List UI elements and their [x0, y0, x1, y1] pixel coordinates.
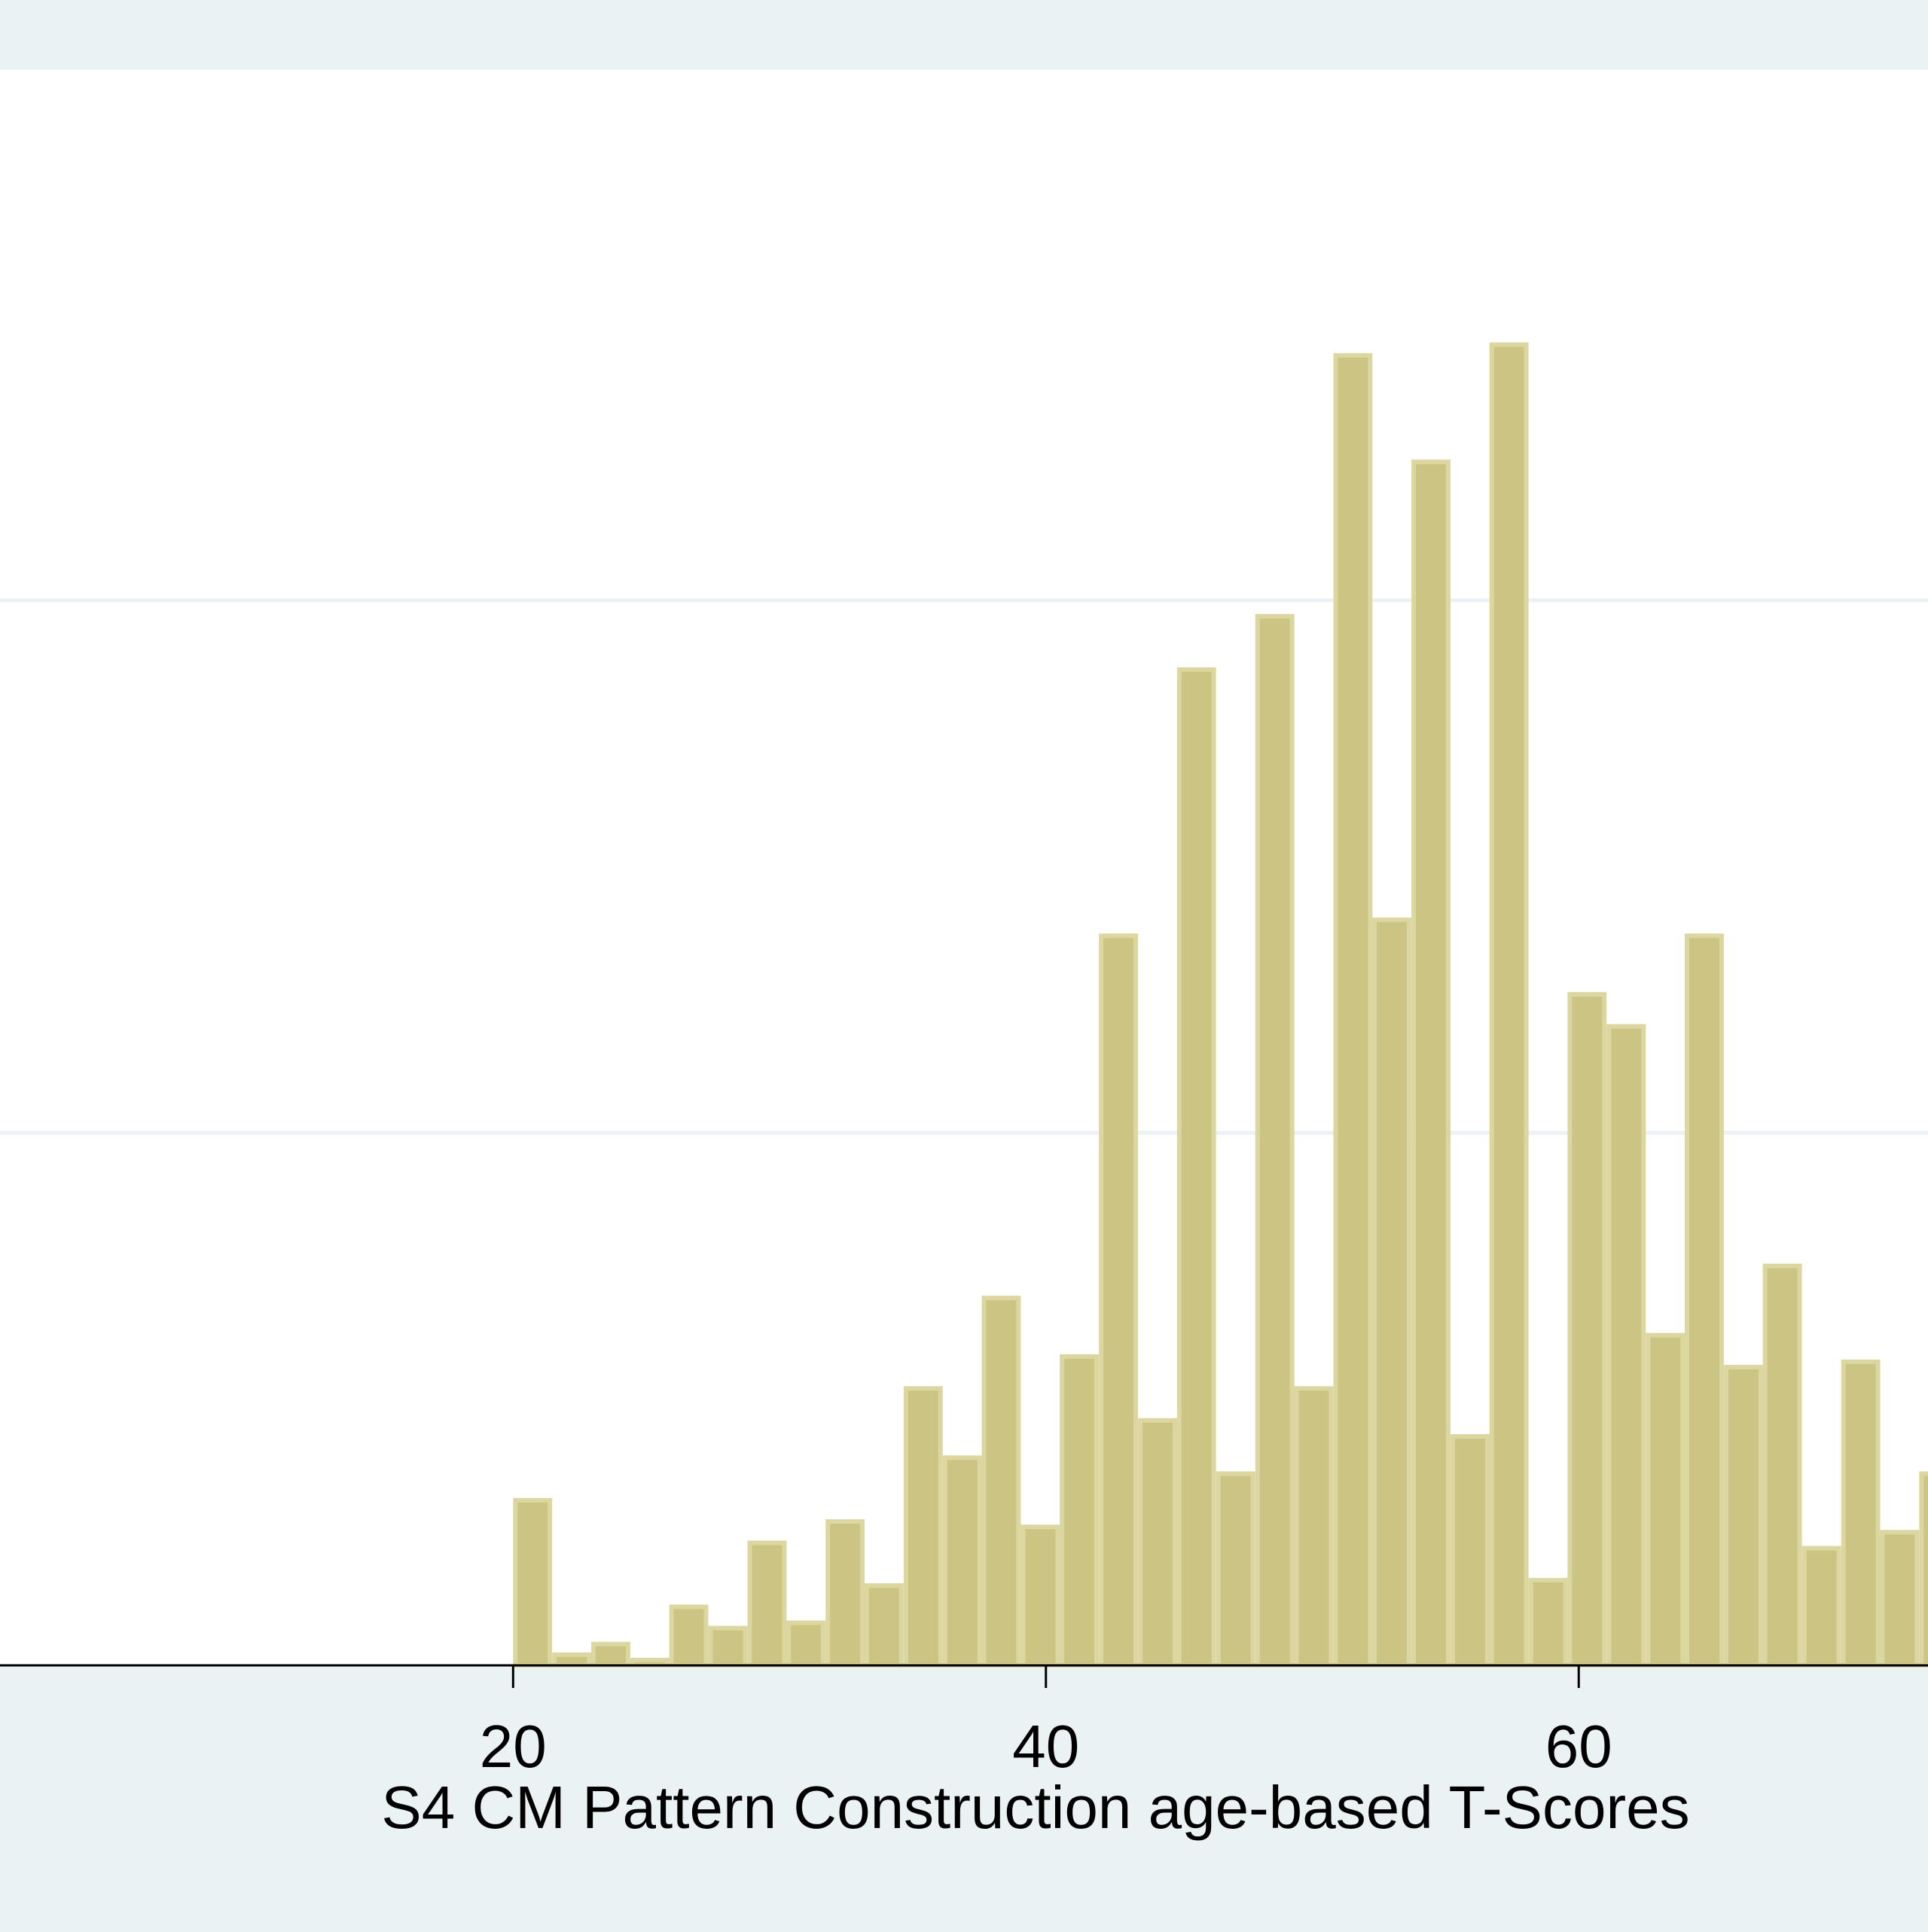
histogram-bar: [1685, 933, 1724, 1668]
histogram-bar: [1333, 353, 1373, 1668]
histogram-bar: [825, 1519, 865, 1668]
histogram-bar: [552, 1652, 592, 1668]
histogram-bar: [1372, 917, 1411, 1668]
x-tick-label: 60: [1545, 1713, 1612, 1780]
histogram-bar: [981, 1296, 1021, 1668]
histogram-bar: [1138, 1418, 1178, 1668]
histogram-bar: [1724, 1365, 1763, 1668]
histogram-bar: [1489, 342, 1529, 1668]
histogram-bar: [1762, 1263, 1802, 1668]
histogram-bar: [1646, 1332, 1685, 1668]
x-tick-label: 40: [1012, 1713, 1079, 1780]
histogram-bar: [1099, 933, 1139, 1668]
x-tick-label: 20: [480, 1713, 547, 1780]
histogram-bar: [1020, 1525, 1060, 1668]
histogram-bar: [1528, 1577, 1568, 1668]
histogram-bar: [786, 1620, 826, 1668]
histogram-bar: [513, 1497, 553, 1668]
histogram-bar: [1216, 1471, 1255, 1668]
histogram-bar: [1411, 459, 1451, 1668]
histogram-bar: [590, 1641, 630, 1668]
histogram-bar: [669, 1604, 709, 1668]
histogram-bar: [1255, 614, 1295, 1668]
histogram-bar: [1060, 1354, 1100, 1668]
x-axis-ticks: 20 40 60: [480, 1665, 1612, 1780]
histogram-bar: [864, 1583, 904, 1668]
histogram-bar: [1567, 992, 1607, 1668]
histogram-bar: [1919, 1471, 1928, 1668]
x-axis-title: S4 CM Pattern Construction age-based T-S…: [381, 1774, 1689, 1841]
histogram-bar: [1801, 1546, 1841, 1668]
histogram-bar: [1606, 1024, 1646, 1668]
gridlines: [0, 66, 1928, 1135]
histogram-bar: [708, 1625, 748, 1668]
histogram-bar: [942, 1455, 982, 1668]
histogram-bar: [1841, 1360, 1881, 1668]
histogram-bar: [1451, 1433, 1490, 1668]
histogram-bar: [903, 1386, 943, 1668]
plot-area: [0, 68, 1928, 1665]
histogram-bar: [747, 1540, 787, 1668]
bars: [513, 342, 1928, 1668]
histogram-bar: [1176, 667, 1216, 1668]
histogram-bar: [1294, 1386, 1334, 1668]
histogram-bar: [1880, 1530, 1920, 1668]
